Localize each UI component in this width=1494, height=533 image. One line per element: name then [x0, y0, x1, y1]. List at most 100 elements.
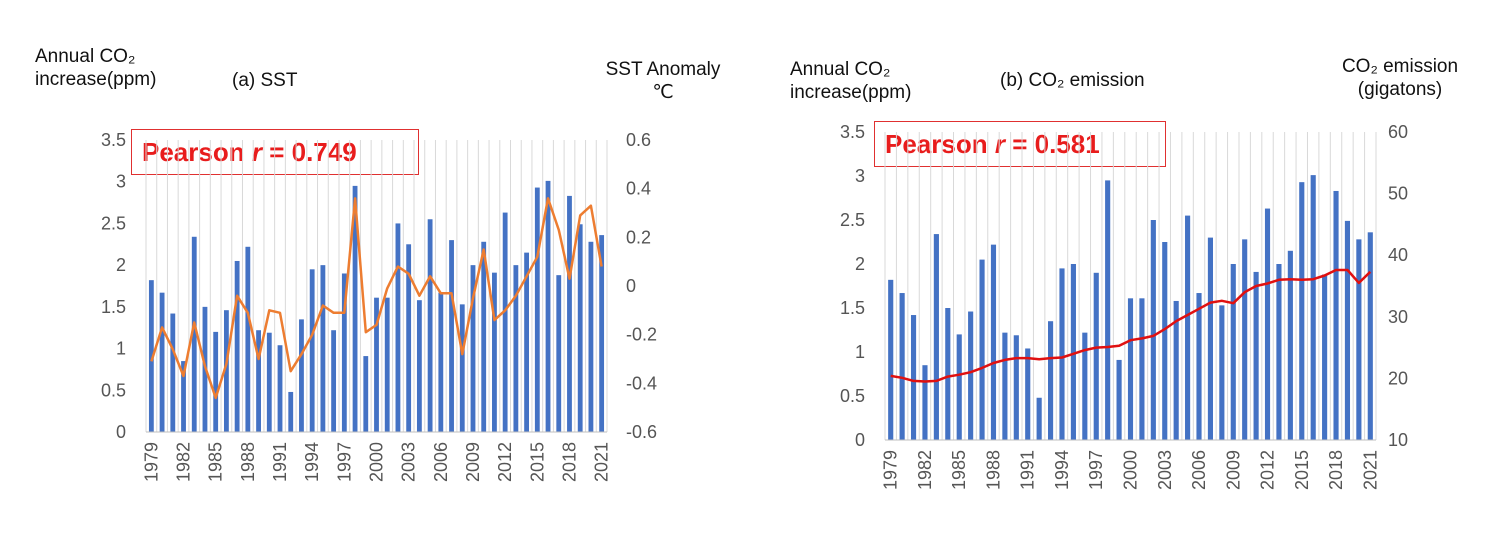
bar — [1013, 335, 1019, 440]
bar — [459, 304, 465, 432]
bar — [513, 265, 519, 432]
bar — [577, 224, 583, 432]
bar — [1356, 239, 1362, 440]
bar — [956, 334, 962, 440]
bar — [299, 319, 304, 432]
bar — [899, 293, 905, 440]
bar — [933, 234, 939, 440]
y2-tick-label: -0.2 — [626, 325, 657, 345]
x-tick-label: 1988 — [238, 442, 258, 482]
y2-tick-label: 0.4 — [626, 179, 651, 199]
x-tick-label: 2003 — [1155, 450, 1175, 490]
bar — [1219, 305, 1225, 440]
y-tick-label: 2 — [855, 254, 865, 274]
y2-tick-label: 0 — [626, 276, 636, 296]
bar — [438, 292, 444, 432]
bar — [567, 195, 572, 432]
y-tick-label: 0.5 — [101, 380, 126, 400]
bar — [427, 219, 433, 432]
bar — [1253, 271, 1259, 440]
bar — [1367, 232, 1373, 440]
x-tick-label: 2021 — [592, 442, 612, 482]
chart-title-a: (a) SST — [232, 70, 298, 91]
bar — [213, 331, 219, 432]
bar — [1093, 272, 1099, 440]
left-axis-title-b: Annual CO₂ increase(ppm) — [790, 59, 912, 103]
y2-tick-label: -0.6 — [626, 422, 657, 442]
bar — [1299, 182, 1305, 440]
y-tick-label: 2.5 — [840, 210, 865, 230]
bar — [922, 365, 928, 440]
x-tick-label: 2021 — [1360, 450, 1380, 490]
x-tick-label: 1979 — [141, 442, 161, 482]
x-tick-label: 1997 — [334, 442, 354, 482]
bar — [331, 330, 337, 432]
y2-tick-label: 50 — [1388, 184, 1408, 204]
bar — [1322, 274, 1328, 440]
x-tick-label: 2009 — [1223, 450, 1243, 490]
x-tick-label: 2006 — [1189, 450, 1209, 490]
right-axis-title-a: SST Anomaly ℃ — [605, 59, 721, 103]
bar — [524, 252, 530, 432]
x-tick-label: 1994 — [302, 442, 322, 482]
bar — [1105, 180, 1111, 440]
bar — [1230, 264, 1236, 440]
chart-title-b: (b) CO₂ emission — [1000, 70, 1145, 91]
x-tick-label: 2006 — [431, 442, 451, 482]
bar — [309, 269, 315, 432]
y2-tick-label: 30 — [1388, 307, 1408, 327]
bar — [1036, 397, 1042, 440]
y2-tick-label: 40 — [1388, 245, 1408, 265]
y-tick-label: 0 — [116, 422, 126, 442]
right-axis-title-b: CO₂ emission (gigatons) — [1341, 56, 1459, 100]
bar — [288, 391, 294, 432]
bar — [1173, 300, 1179, 440]
bar — [979, 259, 985, 440]
bar — [990, 244, 997, 440]
y-tick-label: 1.5 — [840, 298, 865, 318]
bar — [363, 356, 369, 432]
x-tick-label: 2015 — [527, 442, 547, 482]
y2-tick-label: 10 — [1388, 430, 1408, 450]
x-tick-label: 1982 — [174, 442, 194, 482]
x-tick-label: 2012 — [495, 442, 515, 482]
bar — [481, 241, 487, 432]
bar — [320, 265, 326, 432]
bar — [256, 330, 261, 432]
bar — [384, 297, 390, 432]
bar — [1264, 208, 1271, 440]
bar — [181, 361, 186, 432]
x-tick-label: 2000 — [367, 442, 387, 482]
bar — [416, 300, 422, 432]
x-tick-label: 2012 — [1258, 450, 1278, 490]
bar — [277, 345, 283, 432]
bar — [1059, 268, 1065, 440]
bar — [406, 244, 412, 432]
bar — [374, 297, 379, 432]
y-tick-label: 0 — [855, 430, 865, 450]
y2-tick-label: 0.2 — [626, 227, 651, 247]
y-tick-label: 3 — [116, 172, 126, 192]
bar — [588, 241, 594, 432]
chart-panel-b: 0 0.5 1 1.5 2 2.5 3 3.5 10 20 30 40 50 60 1979 1982 1985… — [840, 122, 1408, 490]
x-tick-label: 1985 — [206, 442, 226, 482]
x-tick-label: 1982 — [915, 450, 935, 490]
bar — [1025, 348, 1031, 440]
series-line — [890, 268, 1372, 383]
y-tick-label: 1 — [855, 342, 865, 362]
bar — [545, 180, 551, 432]
bar — [888, 279, 894, 440]
y-tick-label: 3.5 — [840, 122, 865, 142]
bar — [245, 246, 251, 432]
bar — [266, 332, 272, 432]
bar — [492, 272, 497, 432]
bar — [599, 235, 605, 432]
chart-panel-a: 0 0.5 1 1.5 2 2.5 3 3.5 -0.6 -0.4 -0.2 0 0.2 0.4 0.6 19… — [101, 130, 657, 482]
bar — [470, 265, 476, 432]
x-tick-label: 1979 — [881, 450, 901, 490]
pearson-annotation-b: Pearson r = 0.581 — [874, 121, 1166, 167]
bar — [234, 260, 240, 432]
bar — [1127, 298, 1134, 440]
y2-tick-label: 20 — [1388, 368, 1408, 388]
